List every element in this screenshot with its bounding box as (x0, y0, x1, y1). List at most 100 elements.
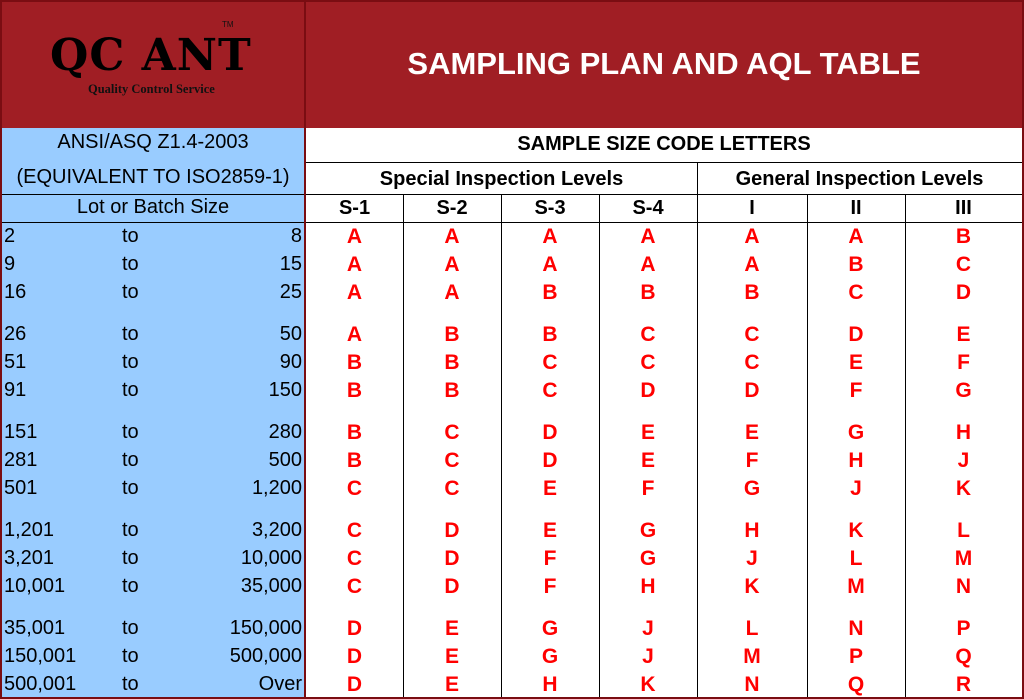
lot-size-row: 9 to 15 (4, 251, 302, 279)
code-letter: A (346, 323, 363, 346)
code-letter: C (848, 281, 864, 304)
code-letter: C (346, 477, 363, 500)
code-letter: D (955, 281, 972, 304)
code-letter: B (955, 225, 972, 248)
code-letter: A (744, 225, 760, 248)
code-letter: C (346, 547, 363, 570)
code-letter: B (444, 379, 460, 402)
lot-end: 150,000 (229, 617, 302, 639)
code-letter: G (541, 645, 559, 668)
lot-end: 1,200 (251, 477, 302, 499)
code-letter: C (955, 253, 972, 276)
code-letter: L (745, 617, 759, 640)
logo-wordmark: QC ANT (50, 30, 252, 81)
code-letter: E (444, 673, 459, 696)
code-letter: A (744, 253, 760, 276)
lot-to: to (122, 351, 139, 373)
lot-to: to (122, 617, 139, 639)
lot-size-panel-border (304, 128, 306, 697)
lot-size-row: 150,001 to 500,000 (4, 643, 302, 671)
lot-to: to (122, 449, 139, 471)
lot-size-row: 3,201 to 10,000 (4, 545, 302, 573)
code-letter: A (346, 225, 363, 248)
code-letter: D (346, 673, 363, 696)
lot-to: to (122, 421, 139, 443)
general-levels-heading: General Inspection Levels (735, 168, 984, 190)
code-letter: A (444, 281, 460, 304)
lot-from: 3,201 (4, 547, 55, 569)
lot-end: 50 (279, 323, 302, 345)
code-letter: F (543, 547, 557, 570)
trademark-mark: TM (222, 20, 234, 29)
code-letter: C (346, 575, 363, 598)
lot-end: 35,000 (240, 575, 302, 597)
code-letter: E (744, 421, 759, 444)
divider (599, 194, 600, 697)
divider (2, 222, 304, 223)
code-letter: J (642, 645, 654, 668)
code-letter: D (444, 547, 460, 570)
column-header: I (749, 197, 755, 219)
lot-to: to (122, 575, 139, 597)
lot-from: 501 (4, 477, 38, 499)
code-letter: B (848, 253, 864, 276)
code-letter: A (640, 225, 656, 248)
lot-end: 15 (279, 253, 302, 275)
code-letter: E (542, 519, 557, 542)
lot-from: 150,001 (4, 645, 77, 667)
lot-to: to (122, 519, 139, 541)
code-letter: C (542, 379, 558, 402)
lot-size-row: 2 to 8 (4, 223, 302, 251)
code-letter: J (746, 547, 758, 570)
divider (905, 194, 906, 697)
lot-size-row: 26 to 50 (4, 321, 302, 349)
code-letter: N (955, 575, 972, 598)
lot-from: 16 (4, 281, 27, 303)
code-letter: D (848, 323, 864, 346)
lot-size-row: 35,001 to 150,000 (4, 615, 302, 643)
code-letter: G (847, 421, 865, 444)
code-letter: E (444, 645, 459, 668)
equivalent-label: (EQUIVALENT TO ISO2859-1) (16, 166, 290, 188)
logo: QC ANT TM Quality Control Service (0, 0, 304, 128)
code-letter: B (444, 351, 460, 374)
code-letter: F (745, 449, 759, 472)
code-letter: P (956, 617, 971, 640)
logo-tagline: Quality Control Service (88, 82, 215, 96)
code-letter: R (955, 673, 972, 696)
code-letter: J (642, 617, 654, 640)
lot-end: 10,000 (240, 547, 302, 569)
lot-to: to (122, 477, 139, 499)
lot-from: 10,001 (4, 575, 66, 597)
code-letter: A (346, 281, 363, 304)
code-letter: B (346, 379, 363, 402)
code-letter: H (640, 575, 656, 598)
lot-end: 150 (268, 379, 302, 401)
code-letter: G (743, 477, 761, 500)
header-divider (304, 0, 306, 128)
code-letter: M (954, 547, 973, 570)
code-letter: G (541, 617, 559, 640)
code-letter: E (444, 617, 459, 640)
lot-size-row: 51 to 90 (4, 349, 302, 377)
code-letter: D (640, 379, 656, 402)
code-letter: P (848, 645, 863, 668)
code-letter: A (444, 225, 460, 248)
code-letter: A (640, 253, 656, 276)
code-letter: A (542, 225, 558, 248)
code-letter: B (444, 323, 460, 346)
table-title: SAMPLE SIZE CODE LETTERS (517, 133, 811, 155)
lot-from: 2 (4, 225, 16, 247)
code-letter: B (542, 323, 558, 346)
code-letter: D (444, 519, 460, 542)
lot-size-row: 500,001 to Over (4, 671, 302, 699)
code-letter: D (444, 575, 460, 598)
lot-to: to (122, 225, 139, 247)
lot-size-row: 281 to 500 (4, 447, 302, 475)
lot-to: to (122, 253, 139, 275)
divider (306, 194, 1022, 195)
code-letter: J (957, 449, 970, 472)
code-letter: K (848, 519, 864, 542)
code-letter: C (444, 421, 460, 444)
code-letter: J (850, 477, 862, 500)
